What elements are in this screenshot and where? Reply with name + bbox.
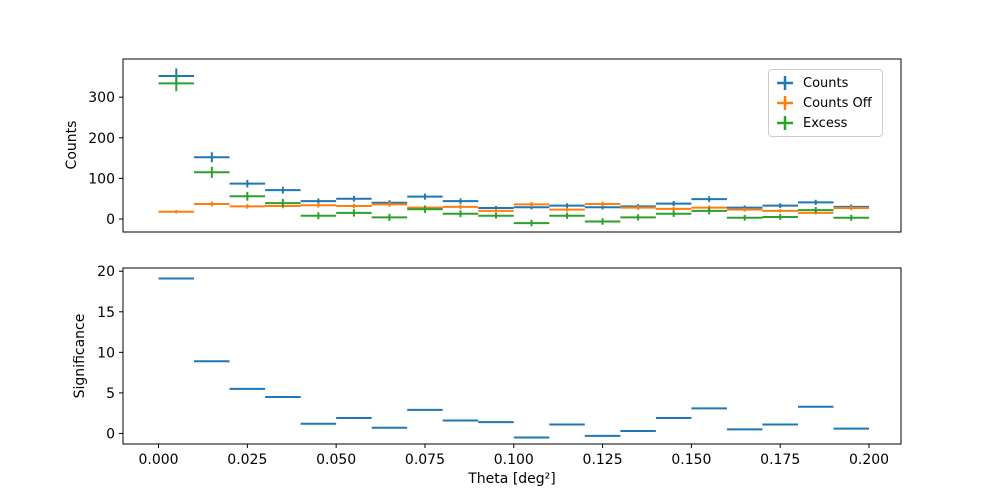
excess-plus-marker-icon bbox=[777, 116, 793, 130]
legend-item-counts-off: Counts Off bbox=[777, 94, 872, 112]
x-tick-label: 0.200 bbox=[849, 452, 889, 468]
top-axes-frame bbox=[122, 58, 902, 233]
x-tick-label: 0.150 bbox=[671, 452, 711, 468]
legend-label-counts: Counts bbox=[803, 75, 849, 91]
bottom-y-tick-label: 15 bbox=[97, 305, 115, 321]
legend: Counts Counts Off Excess bbox=[768, 69, 883, 137]
x-tick-label: 0.025 bbox=[227, 452, 267, 468]
bottom-y-tick-label: 10 bbox=[97, 345, 115, 361]
x-tick-label: 0.175 bbox=[760, 452, 800, 468]
x-tick-label: 0.050 bbox=[316, 452, 356, 468]
legend-item-counts: Counts bbox=[777, 74, 872, 92]
x-tick-label: 0.100 bbox=[494, 452, 534, 468]
x-tick-label: 0.125 bbox=[583, 452, 623, 468]
top-y-tick-label: 300 bbox=[88, 90, 115, 106]
bottom-y-tick-label: 20 bbox=[97, 264, 115, 280]
top-y-axis-label: Counts bbox=[64, 120, 80, 170]
top-y-tick-label: 100 bbox=[88, 171, 115, 187]
legend-label-counts-off: Counts Off bbox=[803, 95, 872, 111]
top-y-tick-label: 200 bbox=[88, 131, 115, 147]
counts-off-plus-marker-icon bbox=[777, 96, 793, 110]
bottom-axes-frame bbox=[122, 267, 902, 445]
bottom-y-tick-label: 5 bbox=[106, 386, 115, 402]
legend-label-excess: Excess bbox=[803, 115, 848, 131]
x-tick-label: 0.000 bbox=[138, 452, 178, 468]
x-tick-label: 0.075 bbox=[405, 452, 445, 468]
top-y-tick-label: 0 bbox=[106, 212, 115, 228]
bottom-y-tick-label: 0 bbox=[106, 426, 115, 442]
legend-item-excess: Excess bbox=[777, 114, 872, 132]
x-axis-label: Theta [deg²] bbox=[468, 471, 556, 487]
bottom-y-axis-label: Significance bbox=[72, 313, 88, 399]
counts-plus-marker-icon bbox=[777, 76, 793, 90]
